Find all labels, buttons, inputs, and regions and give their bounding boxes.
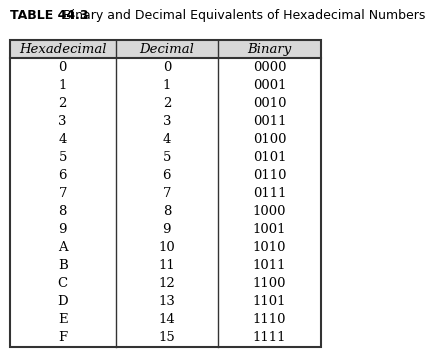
Text: Decimal: Decimal — [139, 43, 194, 56]
Text: 15: 15 — [158, 331, 175, 344]
Text: 7: 7 — [58, 187, 67, 200]
Text: 1110: 1110 — [253, 313, 286, 326]
Text: 3: 3 — [58, 115, 67, 128]
Text: Hexadecimal: Hexadecimal — [19, 43, 107, 56]
Text: 1011: 1011 — [253, 259, 286, 272]
Text: 8: 8 — [58, 205, 67, 218]
Text: 3: 3 — [163, 115, 171, 128]
Bar — [10, 40, 321, 58]
Text: 1000: 1000 — [253, 205, 286, 218]
Text: 6: 6 — [58, 169, 67, 182]
Text: 14: 14 — [158, 313, 175, 326]
Text: C: C — [58, 277, 68, 290]
Text: 1: 1 — [58, 79, 67, 92]
Text: 13: 13 — [158, 295, 175, 308]
Text: E: E — [58, 313, 68, 326]
Text: 1001: 1001 — [253, 223, 286, 236]
Text: 1: 1 — [163, 79, 171, 92]
Text: 12: 12 — [158, 277, 175, 290]
Text: 1111: 1111 — [253, 331, 286, 344]
Text: 9: 9 — [58, 223, 67, 236]
Text: TABLE 44.3: TABLE 44.3 — [10, 9, 89, 22]
Text: 5: 5 — [163, 151, 171, 164]
Text: D: D — [58, 295, 68, 308]
Text: 11: 11 — [158, 259, 175, 272]
Text: 0101: 0101 — [253, 151, 286, 164]
Text: A: A — [58, 241, 68, 254]
Text: 8: 8 — [163, 205, 171, 218]
Text: 0: 0 — [163, 61, 171, 74]
Text: 1010: 1010 — [253, 241, 286, 254]
Text: 2: 2 — [163, 97, 171, 110]
Text: 6: 6 — [163, 169, 171, 182]
Text: 0010: 0010 — [253, 97, 286, 110]
Bar — [10, 40, 321, 347]
Text: 0100: 0100 — [253, 133, 286, 146]
Text: 1100: 1100 — [253, 277, 286, 290]
Text: 5: 5 — [58, 151, 67, 164]
Text: 0011: 0011 — [253, 115, 286, 128]
Text: 10: 10 — [158, 241, 175, 254]
Text: 0110: 0110 — [253, 169, 286, 182]
Text: 2: 2 — [58, 97, 67, 110]
Text: 9: 9 — [163, 223, 171, 236]
Text: Binary: Binary — [247, 43, 291, 56]
Text: F: F — [58, 331, 67, 344]
Text: 0: 0 — [58, 61, 67, 74]
Text: 7: 7 — [163, 187, 171, 200]
Text: 1101: 1101 — [253, 295, 286, 308]
Text: 4: 4 — [163, 133, 171, 146]
Text: 0000: 0000 — [253, 61, 286, 74]
Text: 4: 4 — [58, 133, 67, 146]
Text: 0001: 0001 — [253, 79, 286, 92]
Text: 0111: 0111 — [253, 187, 286, 200]
Text: B: B — [58, 259, 68, 272]
Text: Binary and Decimal Equivalents of Hexadecimal Numbers: Binary and Decimal Equivalents of Hexade… — [51, 9, 426, 22]
